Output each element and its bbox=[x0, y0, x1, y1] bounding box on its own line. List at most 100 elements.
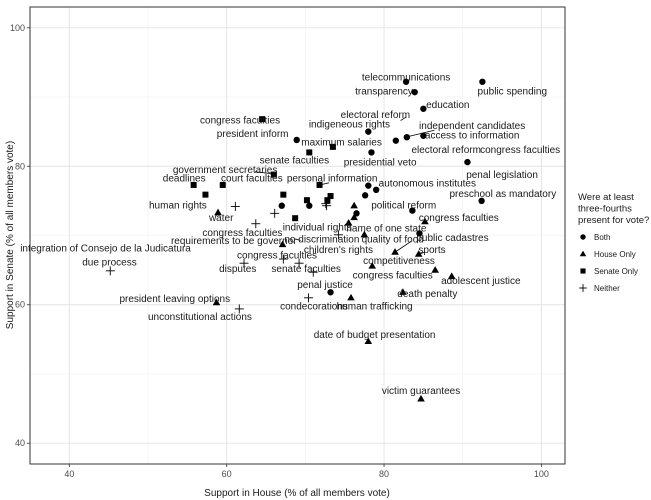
point-house-only bbox=[214, 208, 222, 216]
point-label: presidential veto bbox=[344, 158, 417, 169]
y-axis-title: Support in Senate (% of all members vote… bbox=[5, 141, 16, 329]
point-label: public spending bbox=[478, 86, 548, 97]
point-senate-only bbox=[270, 171, 277, 178]
point-label: children's rights bbox=[304, 245, 373, 256]
point-label: president inform bbox=[217, 129, 289, 140]
point-both bbox=[411, 88, 418, 96]
y-tick-label: 80 bbox=[15, 161, 25, 171]
point-label: victim guarantees bbox=[382, 386, 460, 397]
point-senate-only bbox=[280, 191, 287, 198]
point-label: competitiveness bbox=[363, 256, 435, 267]
point-both bbox=[464, 158, 471, 166]
point-label: government secretaries bbox=[173, 165, 278, 176]
point-neither bbox=[304, 293, 314, 303]
point-both bbox=[409, 207, 416, 214]
point-label: electoral reform bbox=[411, 145, 480, 156]
legend-entry-label: Neither bbox=[594, 284, 620, 293]
point-both bbox=[365, 128, 372, 135]
point-senate-only bbox=[259, 116, 266, 123]
point-label: preschool as mandatory bbox=[449, 189, 556, 200]
point-labels: telecommunications transparency public spe… bbox=[20, 72, 560, 397]
point-label: congress faculties bbox=[200, 115, 280, 126]
legend-entry-label: Senate Only bbox=[594, 267, 638, 276]
point-label: congress faculties bbox=[237, 250, 317, 261]
point-both bbox=[278, 202, 285, 209]
point-both bbox=[293, 136, 300, 144]
point-label: president leaving options bbox=[119, 294, 230, 305]
point-label: adolescent justice bbox=[441, 276, 521, 287]
point-label: congress faculties bbox=[480, 145, 560, 156]
point-label: unconstitutional actions bbox=[148, 312, 252, 323]
point-label: penal legislation bbox=[466, 170, 538, 181]
point-label: congress faculties bbox=[419, 213, 499, 224]
point-label: disputes bbox=[219, 264, 256, 275]
data-points bbox=[105, 78, 486, 402]
y-tick-label: 40 bbox=[15, 438, 25, 448]
point-label: court faculties bbox=[221, 174, 283, 185]
point-neither bbox=[321, 199, 331, 209]
point-both bbox=[306, 202, 313, 209]
point-senate-only bbox=[327, 193, 334, 200]
point-neither bbox=[251, 219, 261, 229]
point-label: due process bbox=[82, 257, 136, 268]
point-label: human trafficking bbox=[337, 302, 413, 313]
point-house-only bbox=[364, 337, 373, 345]
point-label: quality of food bbox=[362, 234, 424, 245]
point-label: human rights bbox=[149, 201, 207, 212]
point-both bbox=[420, 105, 427, 112]
point-both bbox=[403, 133, 411, 141]
point-house-only bbox=[579, 250, 587, 257]
legend-entry-label: House Only bbox=[594, 250, 636, 259]
point-house-only bbox=[431, 266, 439, 273]
point-both bbox=[372, 186, 380, 193]
point-neither bbox=[105, 266, 115, 276]
axis-ticks: 40 60 80 100 40 60 80 100 bbox=[10, 23, 549, 479]
point-label: condecorations bbox=[280, 302, 348, 313]
y-tick-label: 100 bbox=[10, 23, 25, 33]
point-label: autonomous institutes bbox=[379, 178, 476, 189]
legend-entry-label: Both bbox=[594, 233, 610, 242]
y-tick-label: 60 bbox=[15, 300, 25, 310]
point-neither bbox=[230, 201, 240, 211]
legend-title: Were at least bbox=[578, 192, 634, 203]
point-house-only bbox=[350, 213, 358, 221]
point-neither bbox=[234, 304, 244, 314]
point-senate-only bbox=[316, 181, 323, 188]
leader-line bbox=[254, 171, 274, 175]
point-neither bbox=[278, 254, 288, 264]
point-label: public cadastres bbox=[416, 233, 488, 244]
point-both bbox=[392, 137, 400, 144]
point-label: congress faculties bbox=[353, 270, 433, 281]
point-house-only bbox=[347, 293, 355, 301]
point-neither bbox=[322, 201, 332, 211]
point-neither bbox=[308, 267, 318, 277]
point-label: telecommunications bbox=[362, 72, 450, 83]
point-senate-only bbox=[580, 268, 586, 274]
point-label: personal information bbox=[287, 174, 378, 185]
point-both bbox=[361, 192, 369, 199]
point-label: no discrimination bbox=[284, 234, 359, 245]
point-label: death penalty bbox=[397, 289, 457, 300]
point-both bbox=[416, 230, 423, 237]
point-both bbox=[365, 182, 372, 189]
point-label: electoral reform bbox=[341, 110, 410, 121]
point-house-only bbox=[360, 230, 369, 238]
point-house-only bbox=[212, 298, 221, 306]
point-label: political reform bbox=[371, 201, 436, 212]
point-house-only bbox=[278, 240, 287, 248]
point-house-only bbox=[414, 250, 423, 257]
point-house-only bbox=[350, 201, 358, 209]
grid-lines bbox=[30, 7, 565, 464]
point-neither bbox=[239, 258, 249, 268]
leader-line bbox=[394, 240, 412, 253]
x-tick-label: 80 bbox=[379, 469, 389, 479]
legend-title: present for vote? bbox=[578, 215, 649, 226]
point-senate-only bbox=[324, 197, 331, 204]
point-senate-only bbox=[303, 197, 310, 204]
x-tick-label: 60 bbox=[222, 469, 232, 479]
point-both bbox=[327, 289, 334, 296]
point-label: sports bbox=[418, 245, 445, 256]
point-house-only bbox=[421, 217, 429, 225]
